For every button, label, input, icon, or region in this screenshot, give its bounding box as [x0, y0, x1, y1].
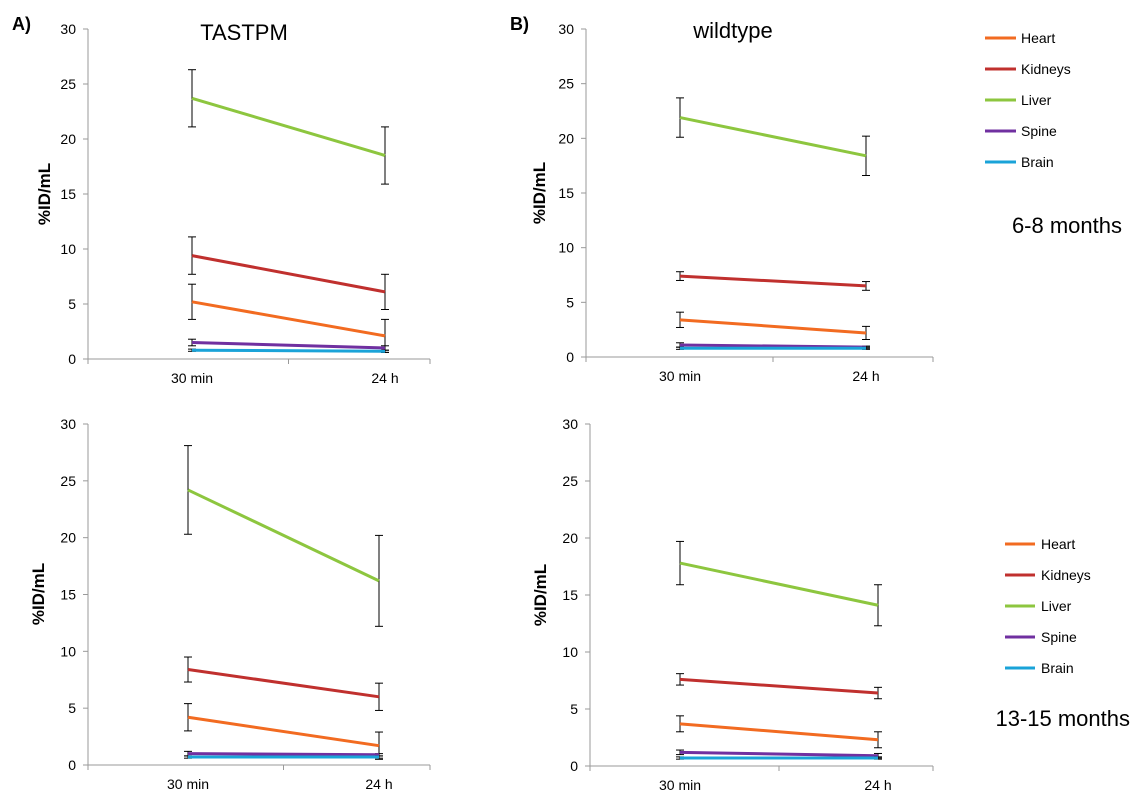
y-axis-label: %ID/mL	[29, 563, 48, 625]
x-tick-label: 24 h	[864, 777, 891, 793]
y-tick-label: 15	[60, 186, 76, 202]
y-tick-label: 30	[558, 21, 574, 37]
y-tick-label: 25	[60, 473, 76, 489]
legend-label-spine: Spine	[1021, 123, 1057, 139]
y-tick-label: 5	[68, 296, 76, 312]
y-tick-label: 10	[60, 241, 76, 257]
series-line	[679, 274, 867, 288]
plots: 0 5 10 15 20 25 30 30 min 24 h %ID/mL 0 5 10 15 20 25 30…	[29, 21, 934, 793]
y-tick-label: 15	[558, 185, 574, 201]
series-line	[679, 677, 879, 695]
plot-panel-2: 0 5 10 15 20 25 30 30 min 24 h %ID/mL	[530, 21, 934, 384]
legend-top: Heart Kidneys Liver Spine Brain	[985, 30, 1071, 170]
x-tick-label: 24 h	[365, 776, 392, 792]
y-tick-label: 20	[562, 530, 578, 546]
series-brain	[184, 755, 383, 759]
y-tick-label: 25	[562, 473, 578, 489]
age-label-6-8-months: 6-8 months	[1012, 213, 1122, 238]
series-line	[679, 318, 867, 335]
series-liver	[676, 97, 870, 177]
y-tick-label: 0	[68, 351, 76, 367]
y-axis-label: %ID/mL	[531, 564, 550, 626]
series-line	[679, 561, 879, 607]
legend-label-liver: Liver	[1041, 598, 1072, 614]
y-tick-label: 0	[570, 758, 578, 774]
series-line	[679, 722, 879, 742]
age-label-13-15-months: 13-15 months	[995, 706, 1130, 731]
y-tick-label: 15	[60, 587, 76, 603]
series-heart	[188, 283, 389, 353]
y-tick-label: 5	[566, 294, 574, 310]
series-line	[191, 341, 386, 350]
y-tick-label: 30	[60, 21, 76, 37]
x-tick-label: 30 min	[171, 370, 213, 386]
panel-label-a: A)	[12, 14, 31, 34]
series-heart	[184, 703, 383, 760]
series-line	[191, 96, 386, 157]
series-kidneys	[188, 236, 389, 310]
y-tick-label: 10	[60, 643, 76, 659]
y-tick-label: 20	[558, 130, 574, 146]
series-brain	[188, 348, 389, 353]
series-liver	[676, 540, 882, 627]
y-tick-label: 10	[562, 644, 578, 660]
plot-panel-1: 0 5 10 15 20 25 30 30 min 24 h %ID/mL	[35, 21, 431, 386]
legend-label-heart: Heart	[1041, 536, 1075, 552]
plot-panel-4: 0 5 10 15 20 25 30 30 min 24 h %ID/mL	[531, 416, 934, 793]
legend-label-heart: Heart	[1021, 30, 1055, 46]
series-liver	[188, 69, 389, 185]
series-line	[679, 116, 867, 158]
x-tick-label: 30 min	[167, 776, 209, 792]
legend-label-brain: Brain	[1041, 660, 1074, 676]
series-line	[187, 488, 380, 583]
legend-label-kidneys: Kidneys	[1021, 61, 1071, 77]
series-kidneys	[184, 656, 383, 711]
series-line	[187, 668, 380, 699]
series-brain	[676, 756, 882, 760]
series-line	[191, 300, 386, 338]
panel-label-b: B)	[510, 14, 529, 34]
y-tick-label: 5	[68, 700, 76, 716]
x-tick-label: 24 h	[371, 370, 398, 386]
series-line	[187, 715, 380, 748]
series-kidneys	[676, 673, 882, 700]
x-tick-label: 30 min	[659, 777, 701, 793]
y-axis-label: %ID/mL	[35, 163, 54, 225]
legend-label-liver: Liver	[1021, 92, 1052, 108]
series-kidneys	[676, 271, 870, 291]
x-tick-label: 30 min	[659, 368, 701, 384]
series-spine	[184, 750, 383, 757]
plot-panel-3: 0 5 10 15 20 25 30 30 min 24 h %ID/mL	[29, 416, 431, 792]
y-tick-label: 25	[558, 76, 574, 92]
series-heart	[676, 715, 882, 749]
series-line	[187, 752, 380, 757]
column-title-tastpm: TASTPM	[200, 20, 288, 45]
series-line	[191, 348, 386, 353]
series-heart	[676, 311, 870, 341]
legend-label-brain: Brain	[1021, 154, 1054, 170]
series-spine	[188, 338, 389, 351]
x-tick-label: 24 h	[852, 368, 879, 384]
y-axis-label: %ID/mL	[530, 162, 549, 224]
y-tick-label: 15	[562, 587, 578, 603]
y-tick-label: 20	[60, 530, 76, 546]
series-line	[679, 750, 879, 758]
y-tick-label: 30	[562, 416, 578, 432]
y-tick-label: 20	[60, 131, 76, 147]
column-title-wildtype: wildtype	[692, 18, 772, 43]
legend-label-spine: Spine	[1041, 629, 1077, 645]
y-tick-label: 10	[558, 240, 574, 256]
y-tick-label: 0	[566, 349, 574, 365]
series-liver	[184, 445, 383, 627]
y-tick-label: 0	[68, 757, 76, 773]
legend-bottom: Heart Kidneys Liver Spine Brain	[1005, 536, 1091, 676]
y-tick-label: 5	[570, 701, 578, 717]
series-brain	[676, 346, 870, 350]
legend-label-kidneys: Kidneys	[1041, 567, 1091, 583]
y-tick-label: 30	[60, 416, 76, 432]
series-line	[191, 254, 386, 294]
y-tick-label: 25	[60, 76, 76, 92]
